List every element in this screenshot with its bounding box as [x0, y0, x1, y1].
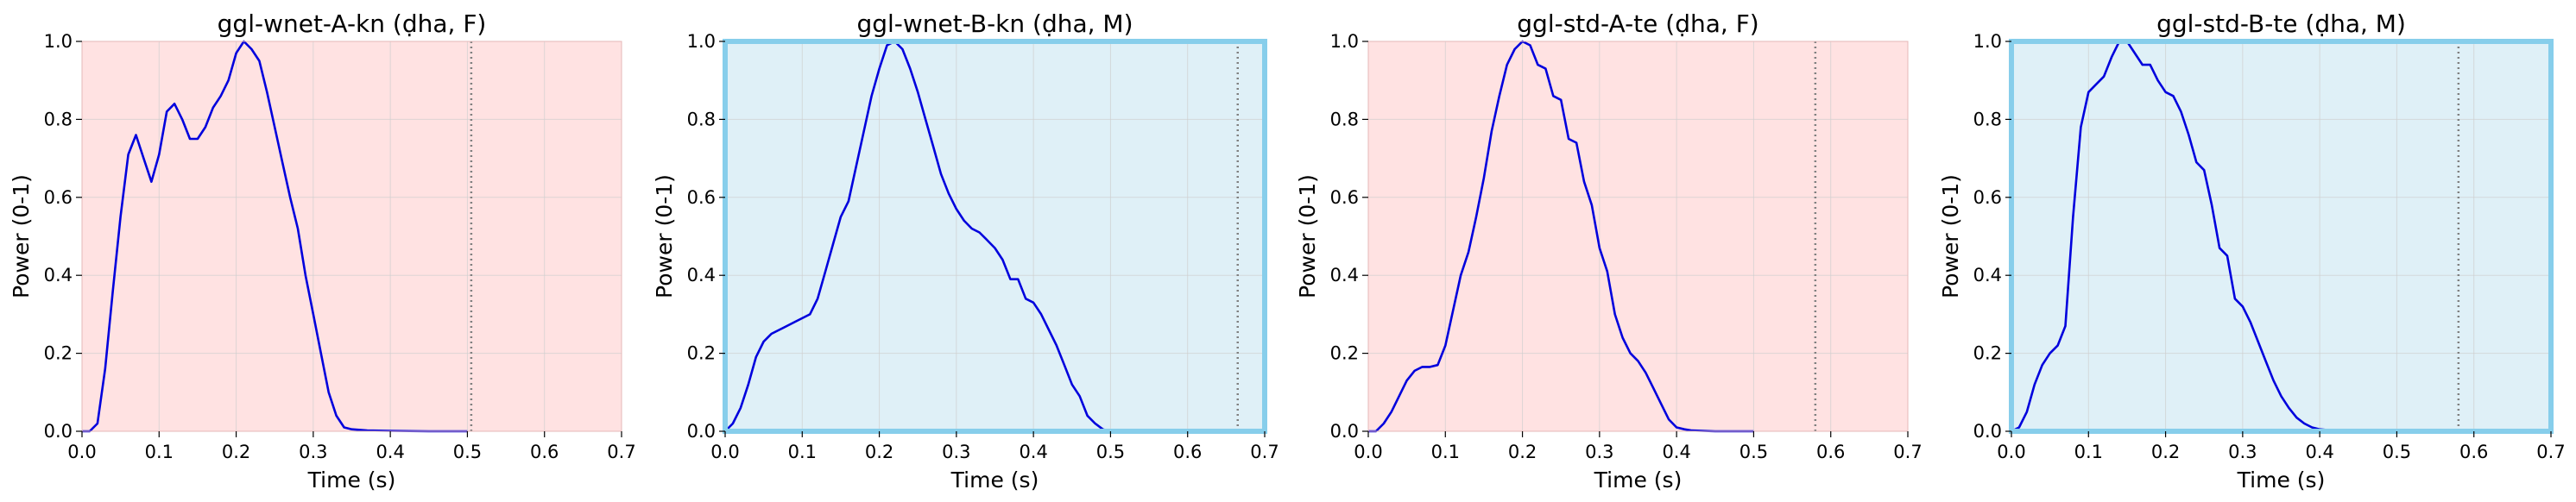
x-tick-label: 0.2 — [865, 442, 893, 462]
x-axis-label: Time (s) — [2237, 467, 2326, 493]
x-axis-label: Time (s) — [1594, 467, 1683, 493]
chart-panel-3: 0.0 0.1 0.2 0.3 0.4 0.5 0.6 0.7 0.0 0.2 0.4 0.6 0.8 1… — [1295, 9, 1923, 493]
y-axis-label: Power (0-1) — [652, 174, 677, 298]
chart-panel-2: 0.0 0.1 0.2 0.3 0.4 0.5 0.6 0.7 0.0 0.2 0.4 0.6 0.8 1… — [652, 9, 1279, 493]
y-axis-label: Power (0-1) — [1938, 174, 1963, 298]
x-tick-label: 0.0 — [67, 442, 96, 462]
series-line — [724, 40, 1111, 433]
series-line — [2011, 40, 2397, 433]
x-tick-label: 0.0 — [710, 442, 739, 462]
y-tick-label: 1.0 — [44, 31, 73, 52]
y-tick-label: 0.8 — [44, 109, 73, 129]
x-tick-label: 0.2 — [222, 442, 250, 462]
y-axis-label: Power (0-1) — [1295, 174, 1320, 298]
x-tick-label: 0.3 — [1585, 442, 1613, 462]
x-tick-label: 0.1 — [788, 442, 817, 462]
y-tick-label: 0.6 — [44, 187, 73, 208]
y-tick-label: 0.6 — [1330, 187, 1359, 208]
x-tick-label: 0.6 — [1816, 442, 1845, 462]
y-tick-label: 0.2 — [1973, 343, 2002, 364]
y-tick-label: 0.4 — [44, 265, 73, 286]
series-line — [1368, 40, 1754, 433]
y-tick-label: 0.8 — [1330, 109, 1359, 129]
y-tick-label: 0.0 — [687, 421, 716, 442]
x-tick-label: 0.4 — [2305, 442, 2333, 462]
y-tick-label: 0.4 — [1973, 265, 2002, 286]
plot-background — [725, 41, 1265, 431]
x-tick-label: 0.7 — [607, 442, 635, 462]
chart-title: ggl-std-A-te (ḍha, F) — [1517, 9, 1758, 38]
series-line — [82, 40, 468, 433]
y-tick-label: 0.6 — [1973, 187, 2002, 208]
x-tick-label: 0.5 — [1739, 442, 1768, 462]
x-tick-label: 0.6 — [2459, 442, 2488, 462]
chart-panel-4: 0.0 0.1 0.2 0.3 0.4 0.5 0.6 0.7 0.0 0.2 0.4 0.6 0.8 1… — [1938, 9, 2566, 493]
x-tick-label: 0.0 — [1354, 442, 1382, 462]
y-tick-label: 0.0 — [1330, 421, 1359, 442]
chart-title: ggl-wnet-A-kn (ḍha, F) — [218, 9, 487, 38]
x-axis-label: Time (s) — [950, 467, 1039, 493]
x-tick-label: 0.1 — [2074, 442, 2103, 462]
x-tick-label: 0.5 — [453, 442, 482, 462]
x-tick-label: 0.5 — [1096, 442, 1125, 462]
chart-panel-1: 0.0 0.1 0.2 0.3 0.4 0.5 0.6 0.7 0.0 0.2 0.4 0.6 0.8 1… — [9, 9, 636, 493]
x-tick-label: 0.7 — [1893, 442, 1922, 462]
y-tick-label: 0.6 — [687, 187, 716, 208]
highlight-frame — [2009, 39, 2554, 434]
y-tick-label: 0.2 — [1330, 343, 1359, 364]
x-axis-label: Time (s) — [307, 467, 396, 493]
x-tick-label: 0.3 — [942, 442, 970, 462]
y-tick-label: 0.0 — [1973, 421, 2002, 442]
plot-background — [82, 41, 622, 431]
plot-background — [2011, 41, 2551, 431]
y-tick-label: 0.0 — [44, 421, 73, 442]
highlight-frame — [723, 39, 1267, 434]
x-tick-label: 0.2 — [2151, 442, 2180, 462]
x-tick-label: 0.1 — [1431, 442, 1460, 462]
x-tick-label: 0.3 — [299, 442, 327, 462]
y-tick-label: 0.8 — [1973, 109, 2002, 129]
y-tick-label: 0.4 — [1330, 265, 1359, 286]
y-tick-label: 0.2 — [687, 343, 716, 364]
y-tick-label: 0.4 — [687, 265, 716, 286]
x-tick-label: 0.0 — [1997, 442, 2025, 462]
x-tick-label: 0.4 — [376, 442, 404, 462]
y-tick-label: 0.2 — [44, 343, 73, 364]
y-tick-label: 1.0 — [1973, 31, 2002, 52]
chart-title: ggl-wnet-B-kn (ḍha, M) — [856, 9, 1133, 38]
x-tick-label: 0.4 — [1019, 442, 1047, 462]
x-tick-label: 0.6 — [530, 442, 559, 462]
plot-frame — [1367, 41, 1909, 432]
plot-frame — [81, 41, 622, 432]
y-tick-label: 0.8 — [687, 109, 716, 129]
plot-background — [1368, 41, 1908, 431]
y-tick-label: 1.0 — [687, 31, 716, 52]
x-tick-label: 0.1 — [145, 442, 174, 462]
x-tick-label: 0.6 — [1173, 442, 1202, 462]
x-tick-label: 0.7 — [2536, 442, 2565, 462]
chart-title: ggl-std-B-te (ḍha, M) — [2156, 9, 2406, 38]
x-tick-label: 0.3 — [2228, 442, 2257, 462]
y-axis-label: Power (0-1) — [9, 174, 34, 298]
x-tick-label: 0.7 — [1250, 442, 1279, 462]
x-tick-label: 0.4 — [1662, 442, 1690, 462]
x-tick-label: 0.5 — [2383, 442, 2411, 462]
x-tick-label: 0.2 — [1508, 442, 1537, 462]
y-tick-label: 1.0 — [1330, 31, 1359, 52]
